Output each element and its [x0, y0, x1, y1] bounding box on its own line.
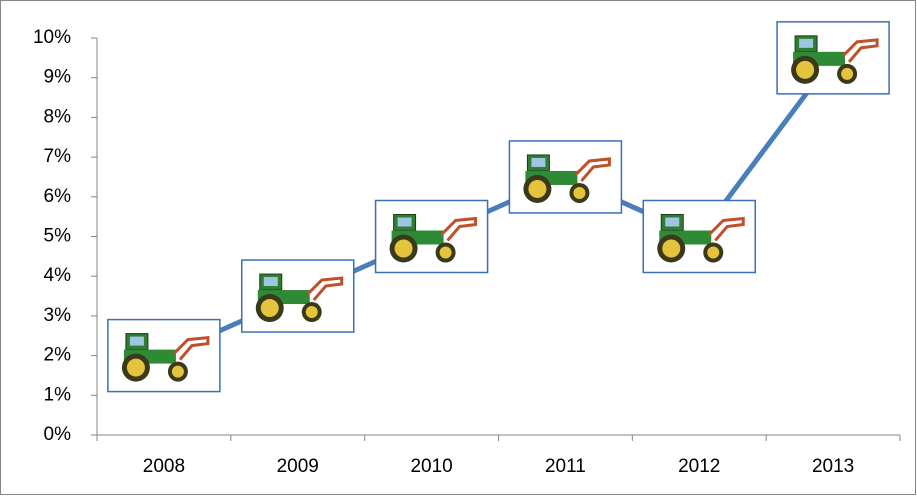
x-tick-label: 2009	[277, 456, 319, 477]
y-tick-label: 1%	[44, 384, 72, 405]
y-tick-label: 10%	[33, 27, 71, 48]
y-tick-label: 5%	[44, 226, 72, 247]
y-tick-label: 3%	[44, 305, 72, 326]
y-tick-label: 8%	[44, 106, 72, 127]
point-marker	[643, 201, 755, 273]
chart: 0% 1% 2% 3% 4% 5% 6% 7% 8% 9% 10% 2008 2009 2010 2011 2…	[0, 0, 917, 496]
y-tick-label: 0%	[44, 424, 72, 445]
x-tick-label: 2013	[812, 456, 854, 477]
point-marker	[108, 320, 220, 392]
y-tick-label: 4%	[44, 265, 72, 286]
x-tick-label: 2008	[143, 456, 185, 477]
y-tick-label: 9%	[44, 67, 72, 88]
y-tick-label: 2%	[44, 345, 72, 366]
point-marker	[777, 22, 889, 94]
page: 0% 1% 2% 3% 4% 5% 6% 7% 8% 9% 10% 2008 2009 2010 2011 2…	[0, 0, 917, 496]
y-tick-label: 7%	[44, 146, 72, 167]
x-tick-label: 2012	[678, 456, 720, 477]
x-tick-label: 2010	[410, 456, 452, 477]
point-marker	[376, 201, 488, 273]
point-marker	[242, 260, 354, 332]
y-tick-label: 6%	[44, 186, 72, 207]
x-tick-label: 2011	[545, 456, 586, 477]
point-marker	[509, 141, 621, 213]
